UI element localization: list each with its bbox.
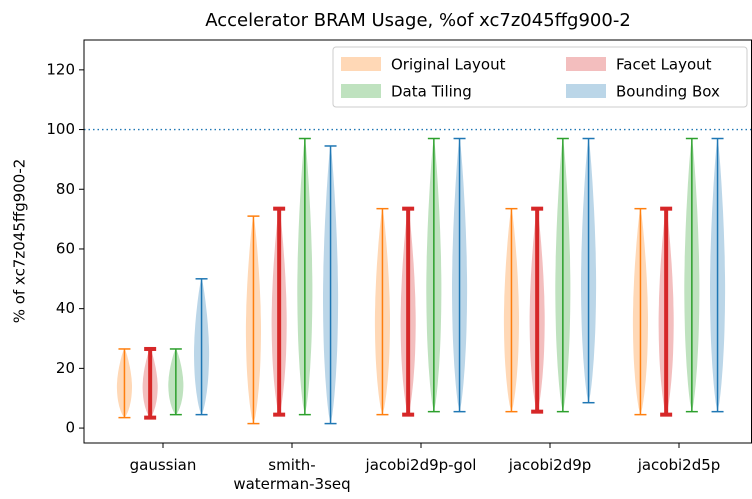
chart-title: Accelerator BRAM Usage, %of xc7z045ffg90… — [205, 10, 631, 31]
x-tick-label: jacobi2d5p — [637, 456, 721, 474]
x-tick-label: jacobi2d9p-gol — [365, 456, 477, 474]
legend-label: Original Layout — [391, 56, 506, 74]
y-tick-label: 120 — [46, 60, 75, 78]
x-tick-label: gaussian — [129, 456, 197, 474]
legend-box — [332, 46, 748, 108]
legend-label: Data Tiling — [391, 83, 472, 101]
y-axis-label: % of xc7z045ffg900-2 — [11, 159, 29, 324]
legend-swatch — [341, 84, 381, 98]
x-tick-label: jacobi2d9p — [508, 456, 592, 474]
y-tick-label: 60 — [56, 239, 75, 257]
legend-swatch — [341, 57, 381, 71]
y-tick-label: 100 — [46, 120, 75, 138]
y-tick-label: 0 — [65, 419, 75, 437]
legend-label: Bounding Box — [616, 83, 720, 101]
legend-label: Facet Layout — [616, 56, 712, 74]
x-tick-label: smith- waterman-3seq — [233, 456, 351, 493]
y-tick-label: 20 — [56, 359, 75, 377]
legend-swatch — [566, 84, 606, 98]
legend-swatch — [566, 57, 606, 71]
y-tick-label: 40 — [56, 299, 75, 317]
y-tick-label: 80 — [56, 180, 75, 198]
